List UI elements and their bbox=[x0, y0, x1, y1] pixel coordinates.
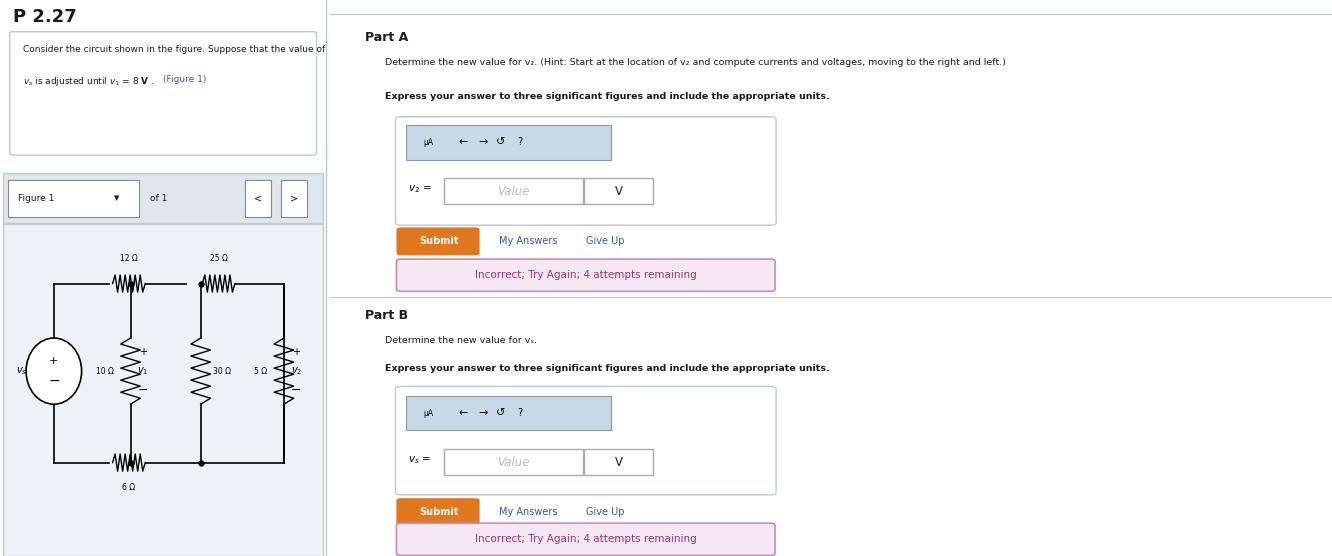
Text: ?: ? bbox=[517, 137, 522, 147]
Text: 25 Ω: 25 Ω bbox=[209, 254, 228, 264]
Text: $v_1$: $v_1$ bbox=[137, 365, 149, 377]
Text: Part A: Part A bbox=[365, 31, 409, 43]
Text: V: V bbox=[615, 185, 623, 198]
Text: P 2.27: P 2.27 bbox=[13, 8, 77, 26]
FancyBboxPatch shape bbox=[397, 259, 775, 291]
Text: 5 Ω: 5 Ω bbox=[254, 366, 266, 376]
Text: Submit: Submit bbox=[418, 236, 458, 246]
Text: +: + bbox=[139, 347, 147, 356]
Text: V: V bbox=[615, 455, 623, 469]
FancyBboxPatch shape bbox=[396, 386, 777, 495]
Text: ↺: ↺ bbox=[496, 408, 505, 418]
FancyBboxPatch shape bbox=[3, 225, 324, 556]
Text: $v_2$ =: $v_2$ = bbox=[409, 183, 433, 195]
Text: Express your answer to three significant figures and include the appropriate uni: Express your answer to three significant… bbox=[385, 92, 830, 101]
Text: My Answers: My Answers bbox=[498, 236, 557, 246]
Text: 30 Ω: 30 Ω bbox=[213, 366, 230, 376]
FancyBboxPatch shape bbox=[396, 117, 777, 225]
FancyBboxPatch shape bbox=[397, 227, 480, 255]
Text: +: + bbox=[292, 347, 300, 356]
Text: Consider the circuit shown in the figure. Suppose that the value of: Consider the circuit shown in the figure… bbox=[23, 45, 325, 54]
FancyBboxPatch shape bbox=[444, 449, 583, 475]
Text: →: → bbox=[478, 137, 488, 147]
FancyBboxPatch shape bbox=[583, 449, 653, 475]
Text: Submit: Submit bbox=[418, 507, 458, 517]
FancyBboxPatch shape bbox=[583, 178, 653, 204]
FancyBboxPatch shape bbox=[397, 498, 480, 526]
FancyBboxPatch shape bbox=[444, 178, 583, 204]
Text: ?: ? bbox=[517, 408, 522, 418]
Text: µA: µA bbox=[424, 409, 433, 418]
FancyBboxPatch shape bbox=[281, 180, 306, 217]
Text: of 1: of 1 bbox=[151, 194, 168, 203]
Text: $v_s$ =: $v_s$ = bbox=[409, 454, 432, 466]
Text: Determine the new value for v₂. (Hint: Start at the location of v₂ and compute c: Determine the new value for v₂. (Hint: S… bbox=[385, 58, 1007, 67]
Text: 10 Ω: 10 Ω bbox=[96, 366, 113, 376]
Text: Give Up: Give Up bbox=[586, 236, 625, 246]
Text: ↺: ↺ bbox=[496, 137, 505, 147]
Text: >: > bbox=[289, 193, 298, 203]
Text: Give Up: Give Up bbox=[586, 507, 625, 517]
FancyBboxPatch shape bbox=[406, 396, 611, 430]
FancyBboxPatch shape bbox=[3, 172, 324, 224]
Text: −: − bbox=[292, 384, 301, 397]
Text: Incorrect; Try Again; 4 attempts remaining: Incorrect; Try Again; 4 attempts remaini… bbox=[476, 270, 697, 280]
Text: −: − bbox=[48, 374, 60, 388]
Text: Figure 1: Figure 1 bbox=[17, 194, 55, 203]
Text: $v_s$ is adjusted until $v_1$ = 8 $\bf{V}$ .: $v_s$ is adjusted until $v_1$ = 8 $\bf{V… bbox=[23, 75, 155, 88]
Text: −: − bbox=[137, 384, 148, 397]
Text: $v_2$: $v_2$ bbox=[290, 365, 302, 377]
Text: Value: Value bbox=[497, 455, 530, 469]
Text: My Answers: My Answers bbox=[498, 507, 557, 517]
Circle shape bbox=[27, 338, 81, 404]
Text: ▼: ▼ bbox=[115, 195, 120, 201]
Text: +: + bbox=[49, 356, 59, 366]
Text: Determine the new value for vₛ.: Determine the new value for vₛ. bbox=[385, 336, 537, 345]
FancyBboxPatch shape bbox=[406, 125, 611, 160]
Text: 6 Ω: 6 Ω bbox=[123, 483, 136, 492]
Text: <: < bbox=[254, 193, 262, 203]
FancyBboxPatch shape bbox=[245, 180, 270, 217]
FancyBboxPatch shape bbox=[9, 32, 317, 155]
Text: Express your answer to three significant figures and include the appropriate uni: Express your answer to three significant… bbox=[385, 364, 830, 373]
Text: ←: ← bbox=[458, 408, 469, 418]
Text: 12 Ω: 12 Ω bbox=[120, 254, 137, 264]
FancyBboxPatch shape bbox=[8, 180, 139, 217]
FancyBboxPatch shape bbox=[397, 523, 775, 555]
Text: Part B: Part B bbox=[365, 309, 409, 321]
Text: Value: Value bbox=[497, 185, 530, 198]
Text: Incorrect; Try Again; 4 attempts remaining: Incorrect; Try Again; 4 attempts remaini… bbox=[476, 534, 697, 544]
Text: µA: µA bbox=[424, 138, 433, 147]
Text: ←: ← bbox=[458, 137, 469, 147]
Text: (Figure 1): (Figure 1) bbox=[163, 75, 206, 84]
Text: $v_s$: $v_s$ bbox=[16, 365, 27, 377]
Text: →: → bbox=[478, 408, 488, 418]
